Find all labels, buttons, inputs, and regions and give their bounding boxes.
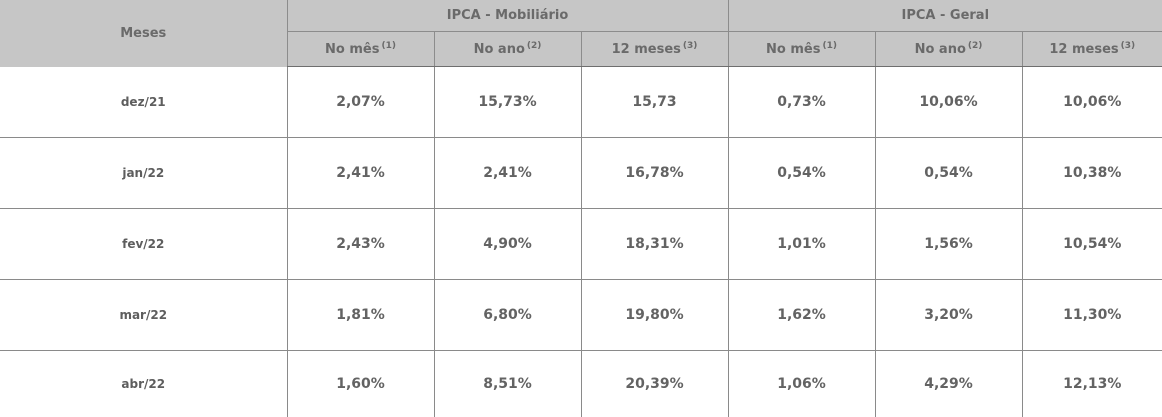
table-row: abr/22 1,60% 8,51% 20,39% 1,06% 4,29% 12… <box>0 351 1162 417</box>
geral-no-mes-header: No mês(1) <box>728 32 875 67</box>
table-row: fev/22 2,43% 4,90% 18,31% 1,01% 1,56% 10… <box>0 209 1162 280</box>
table-row: mar/22 1,81% 6,80% 19,80% 1,62% 3,20% 11… <box>0 280 1162 351</box>
mobiliario-12-meses-header: 12 meses(3) <box>581 32 728 67</box>
geral-no-mes-cell: 0,54% <box>728 138 875 209</box>
mobiliario-12-meses-cell: 16,78% <box>581 138 728 209</box>
months-column-header: Meses <box>0 0 287 67</box>
month-cell: jan/22 <box>0 138 287 209</box>
mobiliario-no-mes-cell: 1,81% <box>287 280 434 351</box>
mobiliario-12-meses-cell: 19,80% <box>581 280 728 351</box>
month-cell: mar/22 <box>0 280 287 351</box>
geral-12-meses-cell: 12,13% <box>1022 351 1162 417</box>
geral-12-meses-cell: 10,06% <box>1022 67 1162 138</box>
mobiliario-no-ano-cell: 8,51% <box>434 351 581 417</box>
geral-12-meses-cell: 10,38% <box>1022 138 1162 209</box>
mobiliario-no-mes-cell: 2,43% <box>287 209 434 280</box>
month-cell: dez/21 <box>0 67 287 138</box>
mobiliario-no-ano-cell: 2,41% <box>434 138 581 209</box>
geral-no-mes-cell: 1,01% <box>728 209 875 280</box>
mobiliario-12-meses-cell: 20,39% <box>581 351 728 417</box>
geral-no-ano-cell: 3,20% <box>875 280 1022 351</box>
geral-no-ano-cell: 0,54% <box>875 138 1022 209</box>
mobiliario-no-mes-cell: 2,07% <box>287 67 434 138</box>
geral-no-mes-cell: 1,06% <box>728 351 875 417</box>
table-row: jan/22 2,41% 2,41% 16,78% 0,54% 0,54% 10… <box>0 138 1162 209</box>
geral-no-mes-cell: 1,62% <box>728 280 875 351</box>
ipca-geral-group-header: IPCA - Geral <box>728 0 1162 32</box>
mobiliario-no-mes-header: No mês(1) <box>287 32 434 67</box>
geral-no-ano-cell: 1,56% <box>875 209 1022 280</box>
mobiliario-no-ano-cell: 4,90% <box>434 209 581 280</box>
geral-no-mes-cell: 0,73% <box>728 67 875 138</box>
geral-no-ano-header: No ano(2) <box>875 32 1022 67</box>
mobiliario-12-meses-cell: 15,73 <box>581 67 728 138</box>
month-cell: fev/22 <box>0 209 287 280</box>
mobiliario-no-mes-cell: 1,60% <box>287 351 434 417</box>
mobiliario-no-ano-cell: 6,80% <box>434 280 581 351</box>
geral-no-ano-cell: 10,06% <box>875 67 1022 138</box>
mobiliario-no-ano-cell: 15,73% <box>434 67 581 138</box>
geral-12-meses-header: 12 meses(3) <box>1022 32 1162 67</box>
table-row: dez/21 2,07% 15,73% 15,73 0,73% 10,06% 1… <box>0 67 1162 138</box>
month-cell: abr/22 <box>0 351 287 417</box>
mobiliario-12-meses-cell: 18,31% <box>581 209 728 280</box>
geral-12-meses-cell: 10,54% <box>1022 209 1162 280</box>
ipca-mobiliario-group-header: IPCA - Mobiliário <box>287 0 728 32</box>
mobiliario-no-mes-cell: 2,41% <box>287 138 434 209</box>
mobiliario-no-ano-header: No ano(2) <box>434 32 581 67</box>
geral-12-meses-cell: 11,30% <box>1022 280 1162 351</box>
geral-no-ano-cell: 4,29% <box>875 351 1022 417</box>
